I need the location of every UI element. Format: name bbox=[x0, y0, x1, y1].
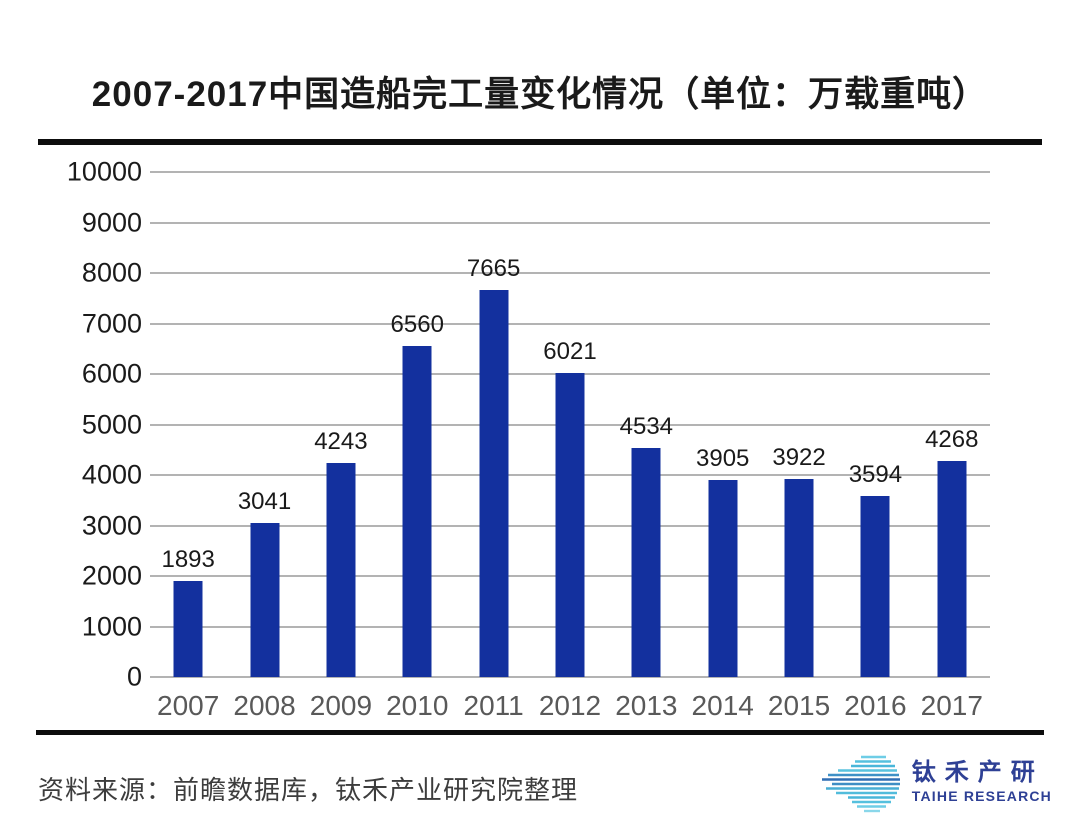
x-axis-tick-label: 2014 bbox=[691, 690, 754, 721]
bar-value-label: 4268 bbox=[925, 426, 979, 454]
bar-slot-2014: 3905 bbox=[685, 172, 761, 677]
striped-globe-icon bbox=[821, 755, 900, 813]
bar-slot-2008: 3041 bbox=[226, 172, 302, 677]
logo-name-chinese: 钛禾产研 bbox=[911, 758, 1044, 786]
y-axis-tick-label: 3000 bbox=[81, 510, 142, 540]
y-axis-tick-label: 0 bbox=[126, 661, 142, 692]
bar-value-label: 4243 bbox=[314, 427, 368, 455]
y-axis-tick-label: 1000 bbox=[81, 611, 142, 641]
bar-2016 bbox=[860, 495, 890, 677]
bar-slot-2010: 6560 bbox=[379, 172, 455, 677]
logo-text: 钛禾产研 TAIHE RESEARCH bbox=[911, 758, 1052, 805]
bar-value-label: 4534 bbox=[619, 413, 674, 441]
x-axis-tick-label: 2010 bbox=[386, 690, 449, 721]
bar-2011 bbox=[479, 289, 509, 677]
gridline-10000 bbox=[150, 171, 990, 173]
bar-value-label: 6560 bbox=[390, 310, 444, 338]
bar-2015 bbox=[784, 478, 814, 677]
y-axis-tick-label: 7000 bbox=[81, 308, 142, 338]
bar-value-label: 3041 bbox=[237, 488, 292, 516]
y-axis-tick-label: 9000 bbox=[81, 207, 142, 237]
x-axis-tick-label: 2011 bbox=[463, 690, 524, 721]
bar-slot-2009: 4243 bbox=[303, 172, 379, 677]
bar-value-label: 3594 bbox=[848, 460, 903, 488]
y-axis-tick-label: 4000 bbox=[81, 459, 142, 490]
y-axis-tick-label: 5000 bbox=[81, 409, 142, 439]
x-axis-tick-label: 2013 bbox=[615, 690, 678, 721]
chart-title: 2007-2017中国造船完工量变化情况（单位：万载重吨） bbox=[91, 75, 989, 114]
bar-value-label: 1893 bbox=[161, 546, 215, 574]
bar-slot-2007: 1893 bbox=[150, 172, 226, 677]
bar-value-label: 6021 bbox=[543, 337, 597, 365]
bar-slot-2016: 3594 bbox=[837, 172, 913, 677]
y-axis-tick-label: 8000 bbox=[81, 257, 142, 288]
y-axis-tick-label: 2000 bbox=[81, 560, 142, 591]
x-axis-tick-label: 2016 bbox=[844, 690, 907, 721]
gridline-9000 bbox=[150, 221, 990, 224]
bar-2009 bbox=[326, 462, 356, 677]
gridline-7000 bbox=[150, 322, 990, 325]
x-axis-tick-label: 2009 bbox=[309, 690, 373, 721]
x-axis-tick-label: 2015 bbox=[767, 690, 831, 721]
bar-2014 bbox=[708, 479, 738, 677]
bar-series: 1893 3041 4243 6560 7665 6021 4534 3905 3922 3594… bbox=[150, 172, 990, 677]
chart-bottom-divider bbox=[36, 730, 1044, 735]
x-axis-tick-label: 2007 bbox=[157, 690, 220, 721]
bar-2017 bbox=[937, 461, 967, 677]
gridline-8000 bbox=[150, 272, 990, 274]
bar-2013 bbox=[631, 448, 661, 677]
bar-slot-2013: 4534 bbox=[608, 172, 684, 677]
bar-2007 bbox=[173, 581, 203, 677]
x-axis: 2007 2008 2009 2010 2011 2012 2013 2014 2015 2016… bbox=[150, 690, 990, 722]
bar-value-label: 7665 bbox=[466, 254, 521, 282]
title-divider bbox=[38, 139, 1042, 145]
bar-2010 bbox=[402, 345, 432, 677]
y-axis: 0 1000 2000 3000 4000 5000 6000 7000 8000 9000 100… bbox=[30, 157, 142, 692]
taihe-logo: 钛禾产研 TAIHE RESEARCH bbox=[820, 746, 1052, 818]
bar-value-label: 3922 bbox=[772, 443, 826, 471]
bar-2012 bbox=[555, 372, 585, 677]
bar-slot-2017: 4268 bbox=[914, 172, 990, 677]
bar-slot-2011: 7665 bbox=[455, 172, 531, 677]
bar-slot-2015: 3922 bbox=[761, 172, 837, 677]
gridline-0 bbox=[150, 676, 990, 678]
bar-slot-2012: 6021 bbox=[532, 172, 608, 677]
source-note: 资料来源：前瞻数据库，钛禾产业研究院整理 bbox=[38, 775, 579, 805]
y-axis-tick-label: 6000 bbox=[81, 358, 142, 389]
bar-value-label: 3905 bbox=[695, 444, 750, 472]
plot-area: 1893 3041 4243 6560 7665 6021 4534 3905 3922 3594… bbox=[150, 171, 990, 678]
y-axis-tick-label: 10000 bbox=[66, 156, 142, 187]
bar-2008 bbox=[250, 523, 280, 677]
x-axis-tick-label: 2008 bbox=[233, 690, 296, 721]
logo-name-english: TAIHE RESEARCH bbox=[911, 788, 1052, 805]
x-axis-tick-label: 2017 bbox=[920, 690, 983, 721]
x-axis-tick-label: 2012 bbox=[538, 690, 602, 721]
